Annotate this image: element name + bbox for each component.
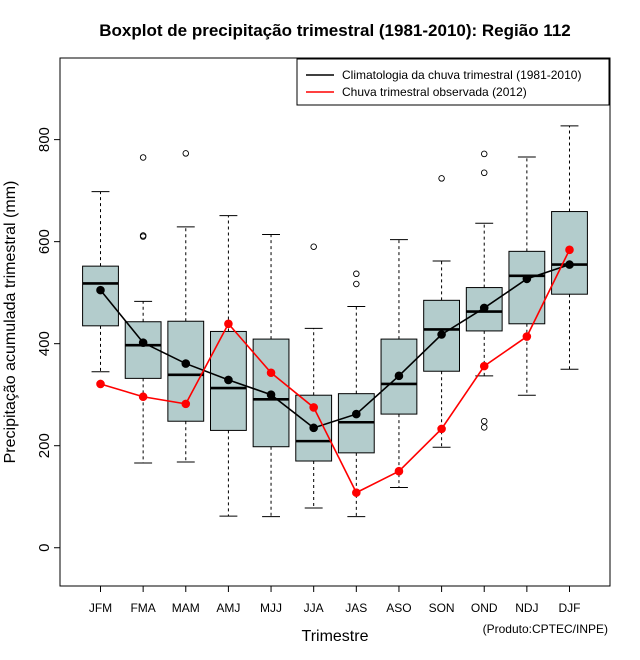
box-iqr xyxy=(167,320,205,422)
y-tick-label-0: 0 xyxy=(36,544,53,552)
box-ond xyxy=(465,150,503,431)
outlier-point-1 xyxy=(139,232,147,239)
legend-box xyxy=(296,58,610,106)
box-amj xyxy=(210,215,247,517)
point-climatology-ndj xyxy=(522,274,532,284)
y-axis-label: Precipitação acumulada trimestral (mm) xyxy=(2,181,19,464)
outlier-point-3 xyxy=(480,150,488,158)
y-tick-label-2: 400 xyxy=(36,331,53,356)
x-axis: JFM FMA MAM AMJ MJJ JJA JAS ASO SON OND NDJ DJF xyxy=(89,586,580,615)
outlier-point-1 xyxy=(353,270,360,278)
x-tick-label-aso: ASO xyxy=(386,601,411,615)
point-observed-amj xyxy=(224,319,233,329)
point-climatology-aso xyxy=(394,371,404,381)
box-mam xyxy=(167,150,205,463)
y-tick-label-4: 800 xyxy=(36,127,53,152)
x-tick-label-ndj: NDJ xyxy=(515,601,538,615)
point-climatology-amj xyxy=(224,375,233,385)
series-observed xyxy=(96,245,574,497)
point-observed-ndj xyxy=(522,332,532,341)
credit-text: (Produto:CPTEC/INPE) xyxy=(483,622,608,636)
outlier-point-0 xyxy=(353,280,360,288)
point-observed-aso xyxy=(394,466,404,476)
series-climatology xyxy=(96,260,574,433)
point-climatology-jja xyxy=(309,423,318,433)
y-axis: 0 200 400 600 800 xyxy=(36,127,60,552)
x-tick-label-djf: DJF xyxy=(558,601,580,615)
box-son xyxy=(423,175,460,448)
point-climatology-mjj xyxy=(266,390,276,399)
y-tick-label-1: 200 xyxy=(36,433,53,458)
x-tick-label-jfm: JFM xyxy=(89,601,112,615)
point-observed-djf xyxy=(565,245,574,255)
box-jfm xyxy=(82,191,119,373)
x-tick-label-mjj: MJJ xyxy=(260,601,282,615)
x-axis-label: Trimestre xyxy=(302,628,369,645)
x-tick-label-jja: JJA xyxy=(304,601,324,615)
outlier-point-2 xyxy=(139,154,147,161)
x-tick-label-jas: JAS xyxy=(345,601,367,615)
point-climatology-jas xyxy=(352,409,361,419)
legend-label-climatology: Climatologia da chuva trimestral (1981-2… xyxy=(342,68,581,82)
x-tick-label-mam: MAM xyxy=(172,601,200,615)
point-observed-ond xyxy=(479,361,489,371)
point-climatology-fma xyxy=(138,338,148,347)
point-observed-fma xyxy=(138,392,148,402)
point-climatology-jfm xyxy=(96,285,105,295)
x-tick-label-ond: OND xyxy=(471,601,498,615)
outlier-point-2 xyxy=(480,169,488,177)
outlier-point-0 xyxy=(182,150,190,157)
series-lines xyxy=(96,245,574,497)
outlier-point-1 xyxy=(480,417,488,425)
box-jja xyxy=(295,243,333,509)
point-observed-mjj xyxy=(266,368,276,378)
point-observed-jas xyxy=(352,488,361,497)
point-climatology-son xyxy=(437,330,446,339)
point-climatology-ond xyxy=(479,303,489,313)
point-observed-son xyxy=(437,424,446,434)
x-tick-label-amj: AMJ xyxy=(216,601,240,615)
series-line-observed xyxy=(100,249,571,494)
y-tick-label-3: 600 xyxy=(36,229,53,254)
point-climatology-djf xyxy=(565,260,574,269)
box-jas xyxy=(337,270,375,518)
outlier-point-0 xyxy=(310,243,317,251)
boxes-group xyxy=(82,125,588,518)
box-iqr xyxy=(210,330,247,431)
x-tick-label-son: SON xyxy=(429,601,455,615)
box-fma xyxy=(124,154,162,464)
legend-label-observed: Chuva trimestral observada (2012) xyxy=(342,85,527,99)
legend: Climatologia da chuva trimestral (1981-2… xyxy=(296,58,610,106)
point-climatology-mam xyxy=(181,359,191,368)
outlier-point-0 xyxy=(480,424,488,431)
point-observed-jfm xyxy=(96,379,105,389)
point-observed-jja xyxy=(309,403,318,412)
box-iqr xyxy=(124,321,162,379)
box-iqr xyxy=(82,265,119,327)
series-line-climatology xyxy=(99,263,570,429)
point-observed-mam xyxy=(181,399,191,409)
outlier-point-0 xyxy=(438,175,445,182)
plot-frame xyxy=(59,57,611,587)
x-tick-label-fma: FMA xyxy=(130,601,155,615)
chart-title: Boxplot de precipitação trimestral (1981… xyxy=(99,21,570,40)
box-iqr xyxy=(465,287,503,332)
